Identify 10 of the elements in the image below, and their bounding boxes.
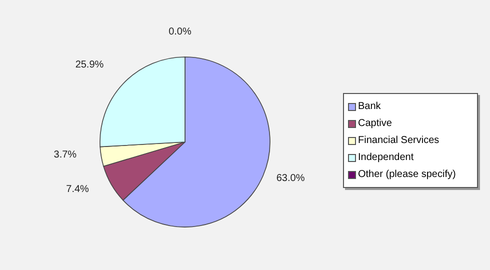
data-label: 3.7% xyxy=(54,150,77,161)
legend-label: Other (please specify) xyxy=(358,169,456,180)
data-label: 25.9% xyxy=(75,59,104,70)
text: 0.0% xyxy=(168,26,192,38)
data-label: 7.4% xyxy=(66,184,90,195)
legend-label: Independent xyxy=(358,152,414,163)
data-label: 63.0% xyxy=(276,173,305,184)
legend-label: Financial Services xyxy=(358,135,440,146)
legend-label: Captive xyxy=(358,118,392,129)
legend-label: Bank xyxy=(358,101,381,112)
